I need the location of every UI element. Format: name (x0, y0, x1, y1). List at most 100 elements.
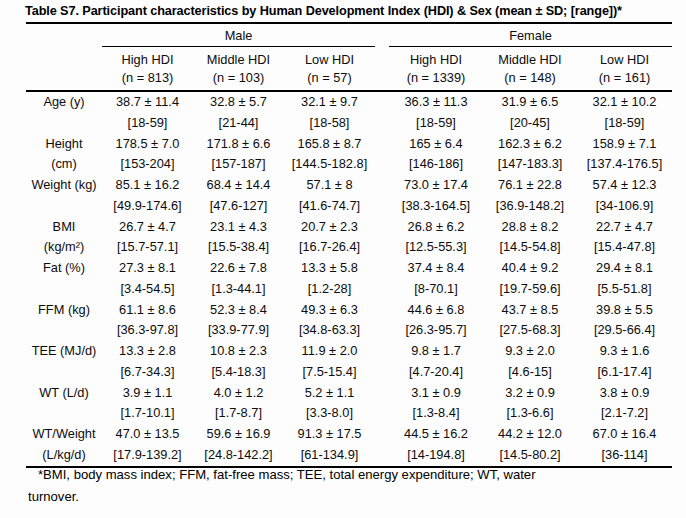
cell-mean: 59.6 ± 16.9 (193, 424, 284, 445)
row-label: TEE (MJ/d) (26, 341, 102, 383)
cell-range: [27.5-68.3] (483, 320, 577, 341)
data-cell: 3.1 ± 0.9[1.3-8.4] (389, 383, 483, 425)
row-label-line: TEE (MJ/d) (26, 341, 102, 362)
data-cell: 3.9 ± 1.1[1.7-10.1] (102, 383, 193, 425)
cell-range: [61-134.9] (284, 445, 375, 466)
data-cell: 67.0 ± 16.4[36-114] (577, 424, 672, 467)
cell-range: [157-187] (193, 154, 284, 175)
row-label-line: Age (y) (26, 92, 102, 113)
cell-range: [1.3-8.4] (389, 403, 483, 424)
data-cell: 37.4 ± 8.4[8-70.1] (389, 258, 483, 300)
row-label-line (26, 113, 102, 134)
cell-range: [36.3-97.8] (102, 320, 193, 341)
cell-range: [7.5-15.4] (284, 362, 375, 383)
table-row-weight: Weight (kg) 85.1 ± 16.2[49.9-174.6] 68.4… (26, 175, 672, 217)
cell-range: [3.4-54.5] (102, 279, 193, 300)
row-label-line: WT (L/d) (26, 383, 102, 404)
cell-mean: 44.2 ± 12.0 (483, 424, 577, 445)
data-cell: 10.8 ± 2.3[5.4-18.3] (193, 341, 284, 383)
data-cell: 43.7 ± 8.5[27.5-68.3] (483, 300, 577, 342)
cell-mean: 36.3 ± 11.3 (389, 92, 483, 113)
cell-range: [2.1-7.2] (577, 403, 672, 424)
cell-range: [21-44] (193, 113, 284, 134)
cell-mean: 39.8 ± 5.5 (577, 300, 672, 321)
sample-size-female-middle: (n = 148) (483, 67, 577, 91)
cell-mean: 29.4 ± 8.1 (577, 258, 672, 279)
cell-mean: 9.3 ± 2.0 (483, 341, 577, 362)
row-label: BMI (kg/m²) (26, 217, 102, 259)
cell-range: [6.7-34.3] (102, 362, 193, 383)
cell-mean: 171.8 ± 6.6 (193, 134, 284, 155)
data-cell: 13.3 ± 2.8[6.7-34.3] (102, 341, 193, 383)
cell-mean: 37.4 ± 8.4 (389, 258, 483, 279)
data-cell: 44.5 ± 16.2[14-194.8] (389, 424, 483, 467)
cell-mean: 43.7 ± 8.5 (483, 300, 577, 321)
cell-mean: 26.7 ± 4.7 (102, 217, 193, 238)
cell-range: [12.5-55.3] (389, 237, 483, 258)
cell-mean: 9.8 ± 1.7 (389, 341, 483, 362)
data-cell: 39.8 ± 5.5[29.5-66.4] (577, 300, 672, 342)
data-cell: 40.4 ± 9.2[19.7-59.6] (483, 258, 577, 300)
column-header-male-high: High HDI (102, 47, 193, 68)
row-label-line: FFM (kg) (26, 300, 102, 321)
data-cell: 3.2 ± 0.9[1.3-6.6] (483, 383, 577, 425)
data-cell: 44.6 ± 6.8[26.3-95.7] (389, 300, 483, 342)
cell-mean: 52.3 ± 8.4 (193, 300, 284, 321)
cell-range: [18-59] (577, 113, 672, 134)
group-gap (375, 47, 389, 68)
table-footnote: *BMI, body mass index; FFM, fat-free mas… (28, 464, 590, 507)
cell-range: [34.8-63.3] (284, 320, 375, 341)
table-title: Table S7. Participant characteristics by… (25, 4, 622, 18)
cell-mean: 178.5 ± 7.0 (102, 134, 193, 155)
data-cell: 32.1 ± 10.2[18-59] (577, 91, 672, 134)
data-cell: 26.8 ± 6.2[12.5-55.3] (389, 217, 483, 259)
data-cell: 31.9 ± 6.5[20-45] (483, 91, 577, 134)
data-cell: 44.2 ± 12.0[14.5-80.2] (483, 424, 577, 467)
cell-range: [26.3-95.7] (389, 320, 483, 341)
cell-mean: 22.6 ± 7.8 (193, 258, 284, 279)
cell-range: [15.7-57.1] (102, 237, 193, 258)
group-header-male: Male (102, 23, 375, 47)
data-cell: 9.8 ± 1.7[4.7-20.4] (389, 341, 483, 383)
cell-mean: 73.0 ± 17.4 (389, 175, 483, 196)
data-cell: 47.0 ± 13.5[17.9-139.2] (102, 424, 193, 467)
cell-mean: 9.3 ± 1.6 (577, 341, 672, 362)
cell-range: [144.5-182.8] (284, 154, 375, 175)
cell-range: [18-59] (389, 113, 483, 134)
cell-mean: 3.8 ± 0.9 (577, 383, 672, 404)
cell-mean: 68.4 ± 14.4 (193, 175, 284, 196)
corner-cell (26, 47, 102, 68)
cell-mean: 158.9 ± 7.1 (577, 134, 672, 155)
data-cell: 171.8 ± 6.6[157-187] (193, 134, 284, 176)
column-header-male-low: Low HDI (284, 47, 375, 68)
row-label-line: Fat (%) (26, 258, 102, 279)
data-cell: 38.7 ± 11.4[18-59] (102, 91, 193, 134)
cell-range: [153-204] (102, 154, 193, 175)
group-gap (375, 91, 389, 134)
data-cell: 61.1 ± 8.6[36.3-97.8] (102, 300, 193, 342)
table-row-wt: WT (L/d) 3.9 ± 1.1[1.7-10.1] 4.0 ± 1.2[1… (26, 383, 672, 425)
column-header-male-middle: Middle HDI (193, 47, 284, 68)
cell-range: [14.5-54.8] (483, 237, 577, 258)
data-cell: 76.1 ± 22.8[36.9-148.2] (483, 175, 577, 217)
document-page: Table S7. Participant characteristics by… (0, 0, 686, 518)
row-label: FFM (kg) (26, 300, 102, 342)
cell-mean: 11.9 ± 2.0 (284, 341, 375, 362)
table-header: Male Female High HDI Middle HDI Low HDI … (26, 23, 672, 91)
cell-mean: 38.7 ± 11.4 (102, 92, 193, 113)
cell-mean: 3.9 ± 1.1 (102, 383, 193, 404)
data-cell: 68.4 ± 14.4[47.6-127] (193, 175, 284, 217)
data-cell: 29.4 ± 8.1[5.5-51.8] (577, 258, 672, 300)
data-cell: 23.1 ± 4.3[15.5-38.4] (193, 217, 284, 259)
cell-mean: 13.3 ± 5.8 (284, 258, 375, 279)
table-row-fat: Fat (%) 27.3 ± 8.1[3.4-54.5] 22.6 ± 7.8[… (26, 258, 672, 300)
cell-mean: 44.5 ± 16.2 (389, 424, 483, 445)
cell-range: [146-186] (389, 154, 483, 175)
cell-mean: 162.3 ± 6.2 (483, 134, 577, 155)
data-cell: 73.0 ± 17.4[38.3-164.5] (389, 175, 483, 217)
group-gap (375, 341, 389, 383)
cell-mean: 57.4 ± 12.3 (577, 175, 672, 196)
cell-mean: 67.0 ± 16.4 (577, 424, 672, 445)
cell-mean: 47.0 ± 13.5 (102, 424, 193, 445)
group-header-row: Male Female (26, 23, 672, 47)
